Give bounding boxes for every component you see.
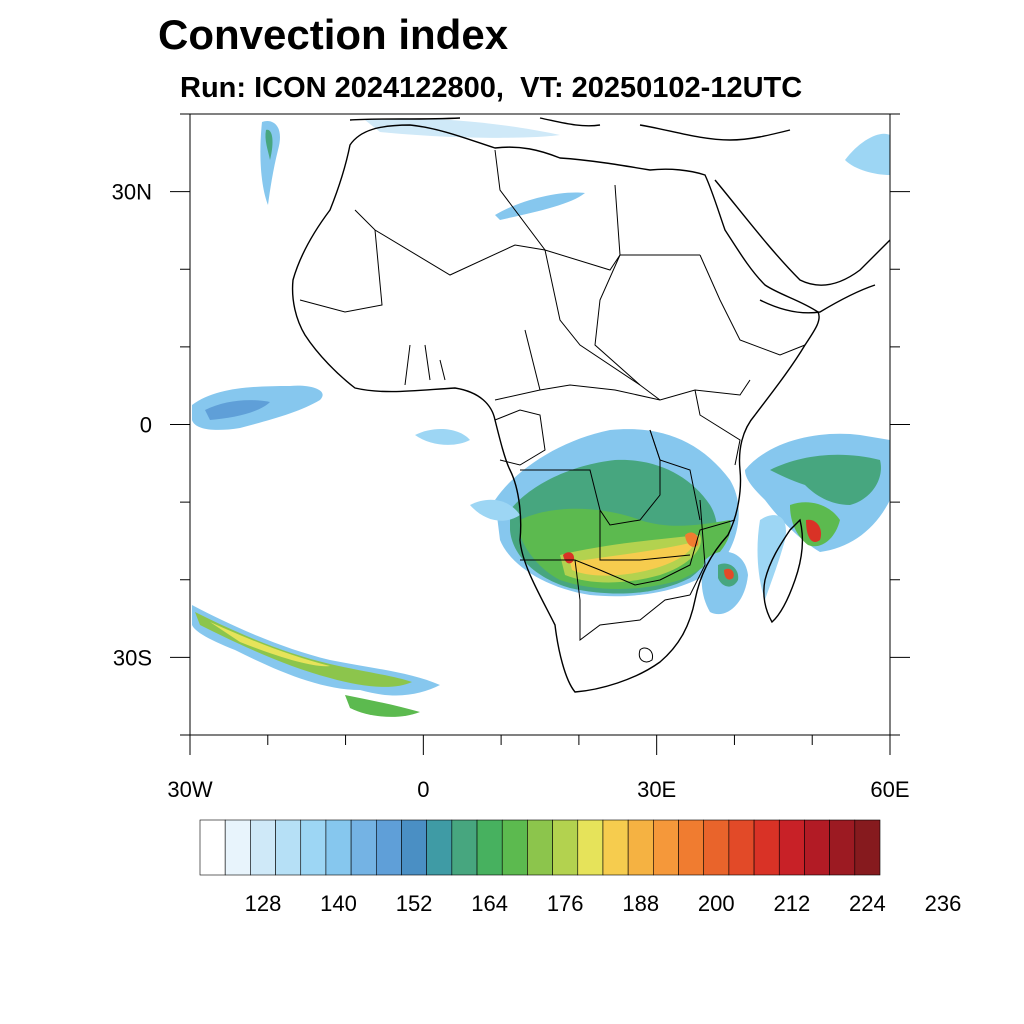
border-line [649, 429, 701, 521]
convection-area [757, 515, 786, 600]
colorbar-label: 128 [245, 891, 282, 916]
colorbar-box [476, 819, 503, 876]
convection-area [192, 605, 440, 696]
colorbar-box [300, 819, 327, 876]
convection-area [806, 519, 822, 542]
colorbar-box [224, 819, 251, 876]
convection-area [685, 532, 699, 547]
colorbar-box [778, 819, 805, 876]
border-line [494, 329, 541, 401]
colorbar-box [199, 819, 226, 876]
country-borders [299, 149, 806, 663]
lon-tick-label: 60E [870, 777, 909, 802]
colorbar-label: 152 [396, 891, 433, 916]
colorbar-box [325, 819, 352, 876]
convection-area [415, 428, 470, 445]
border-line [594, 184, 641, 386]
convection-area [365, 118, 560, 138]
border-line [494, 149, 661, 401]
convection-area [495, 192, 585, 220]
colorbar-box [703, 819, 730, 876]
colorbar-label: 176 [547, 891, 584, 916]
convection-area [770, 454, 881, 505]
colorbar-box [451, 819, 478, 876]
border-line [638, 647, 654, 663]
colorbar-box [627, 819, 654, 876]
arabia-coastline [714, 179, 890, 314]
colorbar-label: 224 [849, 891, 886, 916]
lon-tick-label: 0 [417, 777, 429, 802]
border-line [574, 559, 691, 641]
colorbar-box [653, 819, 679, 876]
border-line [699, 254, 806, 356]
chart-subtitle: Run: ICON 2024122800, VT: 20250102-12UTC [180, 72, 803, 104]
convection-area [265, 129, 273, 160]
border-line [520, 429, 661, 526]
convection-area [570, 542, 695, 576]
chart-title: Convection index [158, 11, 509, 58]
border-line [694, 389, 741, 466]
convection-area [470, 499, 520, 521]
convection-area [724, 568, 734, 580]
colorbar-label: 200 [698, 891, 735, 916]
colorbar-label: 140 [320, 891, 357, 916]
lat-tick-label: 30S [113, 645, 152, 670]
colorbar-label: 212 [773, 891, 810, 916]
colorbar-box [275, 819, 302, 876]
convection-area [205, 400, 270, 420]
colorbar-box [804, 819, 830, 876]
convection-area [845, 133, 890, 175]
colorbar-box [527, 819, 553, 876]
colorbar-box [829, 819, 856, 876]
colorbar-box [552, 819, 579, 876]
border-line [539, 379, 751, 401]
convection-area [260, 120, 280, 205]
colorbar-label: 236 [925, 891, 962, 916]
colorbar-box [602, 819, 629, 876]
border-line [354, 209, 700, 276]
border-line [494, 409, 546, 466]
coastlines [291, 117, 890, 693]
border-line [404, 344, 446, 386]
lat-tick-label: 0 [140, 413, 152, 438]
colorbar-box [678, 819, 705, 876]
border-line [520, 519, 736, 586]
convection-area [195, 612, 412, 687]
convection-field [192, 118, 890, 717]
colorbar-box [728, 819, 755, 876]
convection-area [345, 695, 420, 717]
colorbar-box [401, 819, 427, 876]
colorbar-box [854, 819, 881, 876]
colorbar-label: 188 [622, 891, 659, 916]
border-line [689, 499, 706, 596]
colorbar-box [426, 819, 453, 876]
axis-ticks: 30N 0 30S 30W 0 30E 60E [112, 113, 910, 802]
colorbar: 128 140 152 164 176 188 200 212 224 236 [199, 819, 962, 916]
madagascar-coastline [763, 518, 804, 624]
africa-coastline [291, 124, 820, 693]
convection-area [563, 552, 575, 564]
colorbar-label: 164 [471, 891, 508, 916]
europe-coastline [349, 117, 791, 141]
colorbar-box [501, 819, 528, 876]
colorbar-box [753, 819, 780, 876]
lon-tick-label: 30E [637, 777, 676, 802]
colorbar-box [375, 819, 402, 876]
border-line [599, 510, 691, 561]
border-line [299, 229, 383, 313]
lon-tick-label: 30W [167, 777, 212, 802]
colorbar-box [350, 819, 377, 876]
colorbar-box [250, 819, 276, 876]
colorbar-box [577, 819, 604, 876]
lat-tick-label: 30N [112, 180, 152, 205]
